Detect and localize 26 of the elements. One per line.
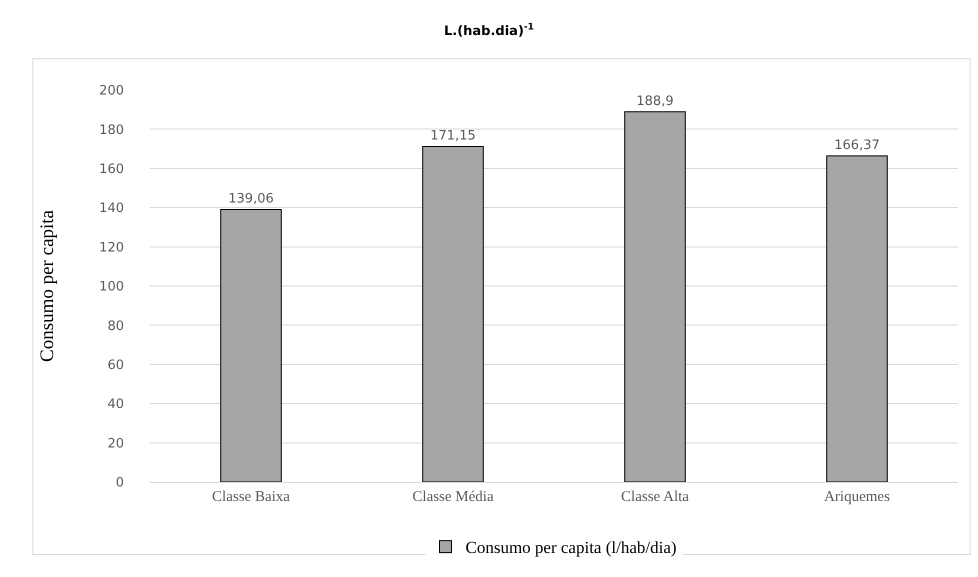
x-tick-label: Classe Média [412, 489, 494, 505]
bar [826, 155, 888, 482]
y-tick-label: 160 [99, 162, 124, 177]
y-tick-label: 120 [99, 240, 124, 256]
data-label: 188,9 [636, 94, 674, 109]
bar [220, 208, 282, 482]
data-label: 171,15 [430, 128, 476, 144]
y-tick-label: 140 [99, 201, 124, 216]
x-tick-label: Ariquemes [824, 489, 890, 505]
y-tick-label: 180 [99, 122, 124, 138]
data-label: 139,06 [228, 191, 274, 206]
y-tick-label: 100 [99, 280, 124, 295]
y-tick-label: 60 [107, 358, 124, 373]
y-tick-label: 20 [107, 436, 124, 452]
x-tick-label: Classe Baixa [212, 489, 290, 505]
bar [624, 111, 686, 482]
bar [422, 146, 484, 482]
y-tick-label: 200 [99, 84, 124, 99]
legend-label: Consumo per capita (l/hab/dia) [466, 538, 677, 558]
y-tick-label: 40 [107, 397, 124, 412]
y-axis-title: Consumo per capita [37, 209, 58, 362]
y-tick-label: 80 [107, 318, 124, 334]
y-tick-label: 0 [116, 476, 124, 491]
x-tick-label: Classe Alta [621, 489, 690, 505]
data-label: 166,37 [834, 138, 880, 153]
chart-title: L.(hab.dia)$^{-1}$ [444, 22, 534, 40]
